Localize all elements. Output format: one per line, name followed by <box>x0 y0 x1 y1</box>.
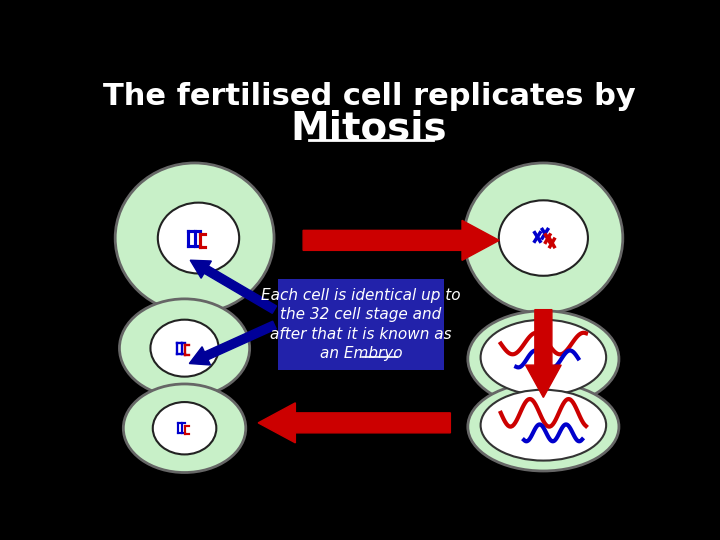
Ellipse shape <box>464 163 623 313</box>
Ellipse shape <box>481 320 606 395</box>
Ellipse shape <box>150 320 219 377</box>
FancyArrow shape <box>526 309 561 397</box>
Text: Each cell is identical up to: Each cell is identical up to <box>261 288 461 303</box>
Ellipse shape <box>123 384 246 472</box>
Ellipse shape <box>499 200 588 276</box>
Text: Mitosis: Mitosis <box>291 110 447 147</box>
FancyArrow shape <box>190 260 276 313</box>
Ellipse shape <box>481 390 606 461</box>
Text: after that it is known as: after that it is known as <box>270 327 451 342</box>
Ellipse shape <box>115 163 274 313</box>
FancyBboxPatch shape <box>277 279 444 370</box>
Text: the 32 cell stage and: the 32 cell stage and <box>280 307 441 322</box>
Ellipse shape <box>468 382 619 471</box>
Ellipse shape <box>120 299 250 397</box>
Text: an Embryo: an Embryo <box>320 346 402 361</box>
Ellipse shape <box>158 202 239 273</box>
FancyArrow shape <box>258 403 451 443</box>
Text: The fertilised cell replicates by: The fertilised cell replicates by <box>103 82 635 111</box>
Ellipse shape <box>153 402 216 455</box>
FancyArrow shape <box>303 220 499 260</box>
Ellipse shape <box>468 311 619 407</box>
FancyArrow shape <box>189 321 276 365</box>
